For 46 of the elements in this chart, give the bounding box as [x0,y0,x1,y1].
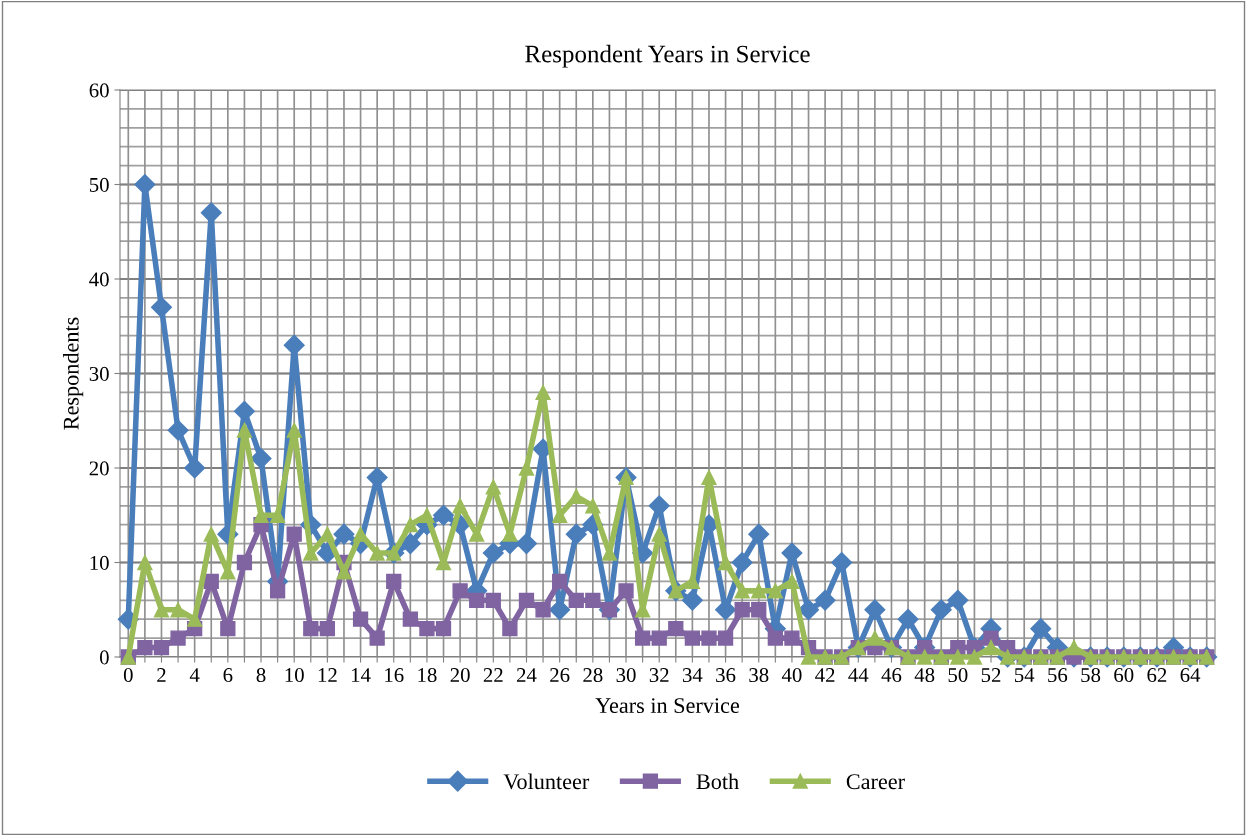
y-tick-label: 0 [99,650,109,665]
x-tick-label: 6 [223,668,233,683]
y-tick-label: 60 [89,83,109,98]
legend-label: Career [846,774,905,790]
y-tick-label: 30 [89,366,109,381]
x-tick-label: 4 [189,668,200,682]
x-tick-label: 46 [881,668,902,683]
x-tick-label: 44 [848,668,869,682]
y-axis-title: Respondents [63,317,84,430]
y-tick-label: 40 [89,272,109,287]
x-tick-label: 32 [649,668,669,683]
legend-label: Both [696,773,739,790]
x-tick-label: 10 [285,668,304,683]
x-tick-label: 0 [123,668,133,683]
x-tick-label: 18 [418,668,437,683]
x-tick-label: 14 [351,668,371,682]
x-tick-label: 62 [1147,668,1167,683]
y-tick-label: 20 [89,461,109,476]
x-tick-label: 30 [616,668,636,683]
x-tick-label: 60 [1114,668,1134,683]
x-tick-label: 42 [815,668,835,682]
x-tick-label: 20 [450,668,470,683]
x-tick-label: 24 [516,668,537,682]
x-tick-label: 64 [1180,668,1201,683]
legend-label: Volunteer [503,773,590,790]
x-tick-label: 38 [749,668,769,683]
x-tick-label: 58 [1081,668,1101,683]
x-tick-label: 2 [157,668,166,682]
x-tick-label: 56 [1048,668,1068,683]
x-tick-label: 52 [981,668,1001,683]
y-tick-label: 50 [89,177,109,192]
x-tick-label: 22 [483,668,503,682]
x-axis-title: Years in Service [595,698,740,714]
x-tick-label: 28 [583,668,603,683]
x-tick-label: 26 [550,668,570,683]
x-tick-label: 34 [682,668,703,683]
x-tick-label: 54 [1015,668,1035,683]
x-tick-label: 8 [256,668,266,683]
x-tick-label: 12 [318,668,337,682]
x-tick-label: 40 [781,668,802,683]
y-tick-label: 10 [90,555,109,570]
x-tick-label: 36 [716,668,736,683]
chart-title: Respondent Years in Service [525,44,810,68]
x-tick-label: 50 [948,668,968,683]
x-tick-label: 16 [385,668,404,683]
x-tick-label: 48 [914,668,935,683]
